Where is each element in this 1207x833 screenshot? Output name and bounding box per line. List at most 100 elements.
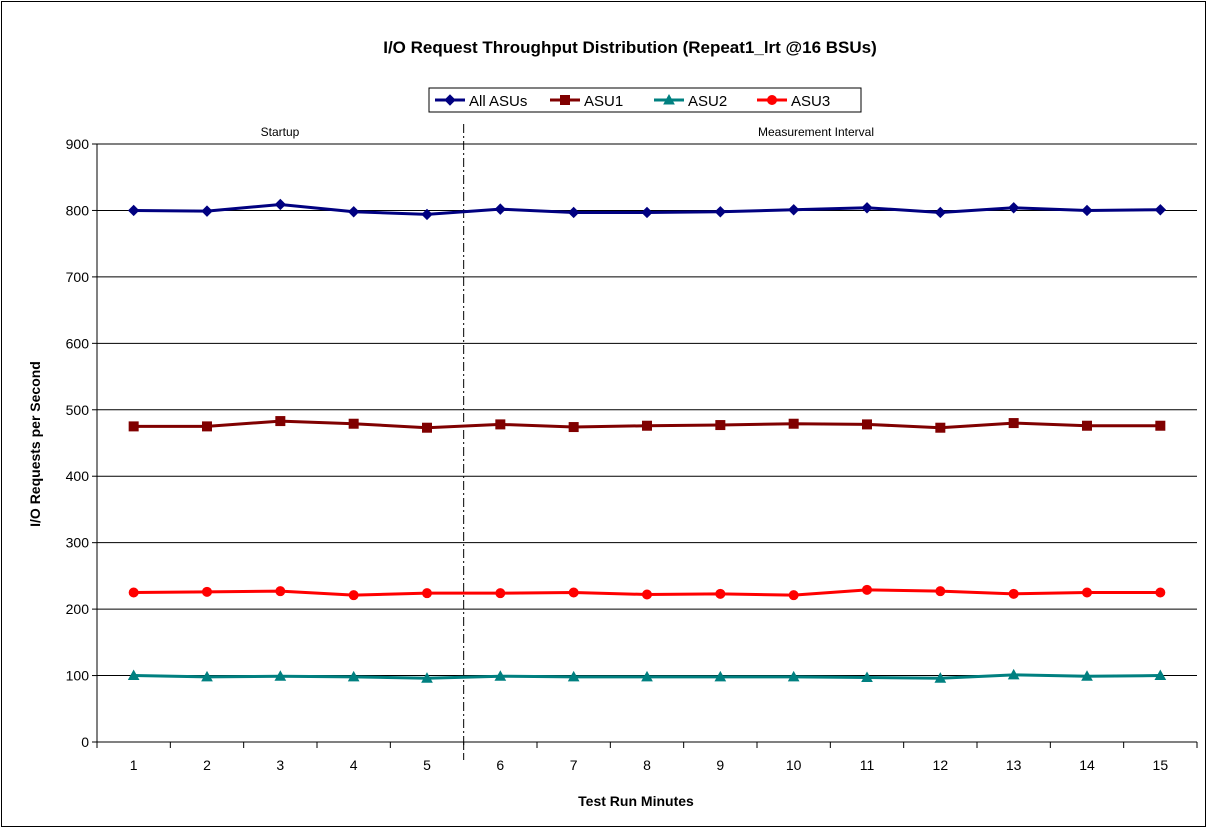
legend-marker-asu1 <box>560 95 570 105</box>
data-point-asu1 <box>862 419 872 430</box>
legend-marker-asu3 <box>767 95 777 105</box>
data-point-asu3 <box>862 584 872 595</box>
data-point-asu2 <box>421 672 433 683</box>
data-point-all-asus <box>714 206 727 218</box>
x-tick-label: 6 <box>496 757 504 773</box>
chart-title: I/O Request Throughput Distribution (Rep… <box>383 38 877 57</box>
data-point-asu3 <box>1008 588 1019 599</box>
y-tick-label: 300 <box>66 535 90 551</box>
data-point-asu2 <box>787 670 800 682</box>
x-tick-label: 11 <box>860 757 875 773</box>
data-point-all-asus <box>934 206 947 219</box>
x-tick-label: 1 <box>130 757 138 773</box>
data-point-all-asus <box>1154 204 1167 216</box>
y-tick-label: 200 <box>66 601 90 617</box>
legend-marker-all-asus <box>444 94 456 106</box>
data-point-asu2 <box>1007 668 1020 680</box>
legend-label-asu2: ASU2 <box>688 93 727 110</box>
legend-label-asu3: ASU3 <box>791 93 830 110</box>
data-point-asu2 <box>714 670 727 682</box>
y-tick-label: 900 <box>66 136 90 152</box>
data-point-asu1 <box>715 420 726 431</box>
x-tick-label: 3 <box>276 757 284 773</box>
y-tick-label: 600 <box>66 335 90 351</box>
data-point-asu3 <box>935 586 946 597</box>
data-point-asu2 <box>1154 669 1167 681</box>
y-tick-label: 800 <box>66 202 90 218</box>
legend-label-all-asus: All ASUs <box>469 93 527 110</box>
data-point-asu1 <box>275 416 286 427</box>
data-point-all-asus <box>494 203 507 215</box>
data-point-all-asus <box>861 202 873 214</box>
legend-label-asu1: ASU1 <box>584 93 623 110</box>
data-point-asu2 <box>934 672 947 683</box>
data-point-asu2 <box>201 670 213 682</box>
data-point-asu1 <box>1008 418 1019 429</box>
data-point-asu1 <box>935 422 946 433</box>
x-tick-label: 15 <box>1153 757 1169 773</box>
data-point-asu1 <box>788 418 799 429</box>
data-point-all-asus <box>567 206 580 219</box>
data-point-asu2 <box>347 670 360 682</box>
data-point-asu1 <box>1155 420 1166 431</box>
data-point-asu2 <box>1081 670 1093 681</box>
data-point-asu1 <box>642 420 652 431</box>
x-axis-label: Test Run Minutes <box>578 793 694 809</box>
x-tick-label: 7 <box>570 757 578 773</box>
data-point-asu3 <box>128 587 139 598</box>
data-point-all-asus <box>274 198 287 211</box>
data-point-asu3 <box>568 587 579 598</box>
data-point-all-asus <box>421 208 433 221</box>
data-point-asu1 <box>568 422 579 433</box>
data-point-asu1 <box>1082 420 1092 431</box>
startup-phase-label: Startup <box>261 125 300 139</box>
data-point-asu3 <box>495 588 506 599</box>
data-point-all-asus <box>641 206 653 219</box>
data-point-all-asus <box>1007 202 1020 214</box>
y-tick-label: 100 <box>66 668 90 684</box>
legend-marker-asu2 <box>663 93 675 105</box>
x-tick-label: 2 <box>203 757 211 773</box>
data-point-asu2 <box>641 670 653 682</box>
data-point-asu3 <box>642 589 652 600</box>
data-point-asu3 <box>715 588 726 599</box>
data-point-all-asus <box>787 204 800 216</box>
data-point-all-asus <box>1081 204 1093 217</box>
data-point-all-asus <box>201 205 213 217</box>
data-point-asu1 <box>128 421 139 432</box>
x-tick-label: 4 <box>350 757 358 773</box>
data-point-asu1 <box>348 418 359 429</box>
data-point-asu2 <box>567 670 580 682</box>
measurement-phase-label: Measurement Interval <box>758 125 874 139</box>
data-point-asu3 <box>1082 587 1092 598</box>
x-tick-label: 12 <box>933 757 949 773</box>
data-point-all-asus <box>127 204 140 217</box>
data-point-asu2 <box>274 670 287 681</box>
data-point-asu3 <box>788 590 799 601</box>
x-tick-label: 5 <box>423 757 431 773</box>
data-point-asu3 <box>202 586 212 597</box>
y-tick-label: 0 <box>81 734 89 750</box>
chart-legend: All ASUs ASU1 ASU2 ASU3 <box>428 87 862 113</box>
data-point-asu3 <box>1155 587 1166 598</box>
data-point-asu3 <box>275 586 286 597</box>
y-tick-label: 400 <box>66 468 90 484</box>
y-tick-label: 700 <box>66 269 90 285</box>
y-axis-label: I/O Requests per Second <box>27 361 43 527</box>
data-point-asu1 <box>422 422 432 433</box>
data-point-asu3 <box>348 590 359 601</box>
data-point-asu1 <box>202 421 212 432</box>
x-tick-label: 14 <box>1079 757 1095 773</box>
data-point-all-asus <box>347 206 360 218</box>
data-point-asu2 <box>127 669 140 681</box>
data-point-asu2 <box>861 671 873 683</box>
x-tick-label: 9 <box>716 757 724 773</box>
legend-box <box>428 87 862 113</box>
data-point-asu1 <box>495 419 506 430</box>
data-point-asu3 <box>422 588 432 599</box>
x-tick-label: 13 <box>1006 757 1022 773</box>
